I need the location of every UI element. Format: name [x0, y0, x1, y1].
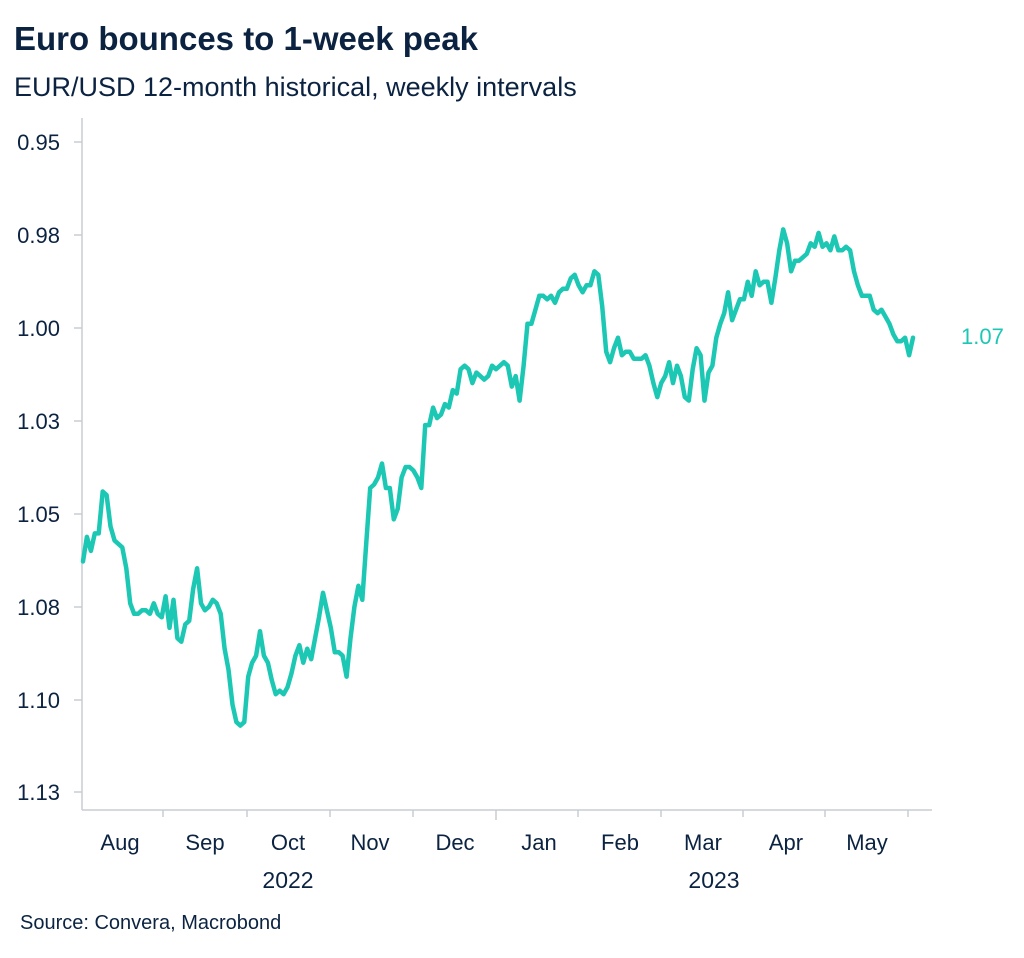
labels-layer: 1.07: [961, 324, 1004, 349]
x-tick-label: Dec: [435, 830, 474, 855]
y-tick-label: 1.05: [17, 502, 60, 527]
x-tick-label: Sep: [185, 830, 224, 855]
series-layer: [80, 227, 916, 728]
x-tick-label: Mar: [684, 830, 722, 855]
y-tick-label: 1.00: [17, 316, 60, 341]
y-tick-label: 1.03: [17, 409, 60, 434]
x-tick-label: Oct: [271, 830, 305, 855]
y-axis: 0.95 0.98 1.00 1.03 1.05 1.08 1.10 1.13: [17, 118, 83, 810]
x-tick-label: Nov: [350, 830, 389, 855]
chart-title: Euro bounces to 1-week peak: [14, 20, 478, 57]
year-label: 2022: [262, 867, 313, 893]
source-note: Source: Convera, Macrobond: [20, 912, 282, 934]
y-tick-label: 0.98: [17, 223, 60, 248]
x-tick-label: Apr: [769, 830, 803, 855]
y-tick-label: 1.13: [17, 780, 60, 805]
x-tick-label: Aug: [100, 830, 139, 855]
y-tick-label: 1.08: [17, 595, 60, 620]
x-tick-label: Jan: [521, 830, 556, 855]
chart-subtitle: EUR/USD 12-month historical, weekly inte…: [14, 72, 577, 102]
x-tick-label: Feb: [601, 830, 639, 855]
y-tick-label: 0.95: [17, 130, 60, 155]
eurusd-series-line: [80, 227, 916, 728]
x-tick-label: May: [846, 830, 888, 855]
year-label: 2023: [688, 867, 739, 893]
x-axis: Aug Sep Oct Nov Dec Jan Feb Mar Apr May 2022 2023: [82, 809, 932, 893]
end-value-label: 1.07: [961, 324, 1004, 349]
y-tick-label: 1.10: [17, 688, 60, 713]
